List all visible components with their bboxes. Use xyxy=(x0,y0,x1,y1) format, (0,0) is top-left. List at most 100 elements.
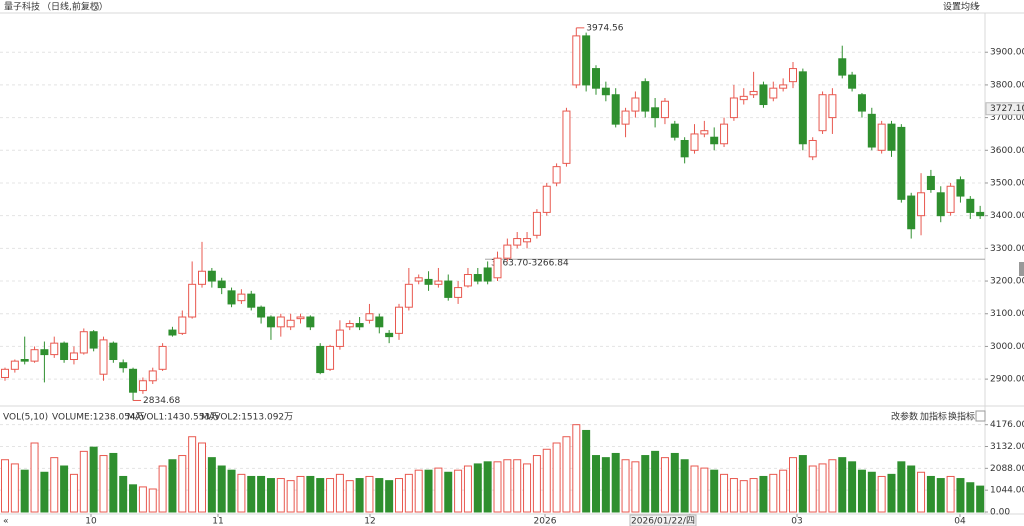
volume-bar xyxy=(562,436,571,513)
chart-subtitle: （日线,前复权） xyxy=(42,1,108,13)
candle-body xyxy=(168,329,177,336)
volume-bar xyxy=(503,459,512,513)
volume-bar xyxy=(424,469,433,513)
mavol1-label: MAVOL1:1430.553万 xyxy=(127,413,219,423)
volume-bar xyxy=(749,478,758,513)
candle-body xyxy=(10,360,19,370)
volume-bar xyxy=(20,469,29,513)
candle-body xyxy=(562,110,571,164)
volume-bar xyxy=(966,482,975,513)
volume-bar xyxy=(434,467,443,513)
volume-bar xyxy=(946,475,955,513)
volume-bar xyxy=(828,459,837,513)
volume-bar xyxy=(907,465,916,513)
volume-bar xyxy=(129,484,138,513)
candle-body xyxy=(700,130,709,135)
volume-bar xyxy=(385,480,394,513)
candle-body xyxy=(198,270,206,285)
candle-body xyxy=(404,283,413,308)
close-panel-button[interactable] xyxy=(975,410,986,422)
candle-body xyxy=(296,316,305,320)
volume-bar xyxy=(572,424,581,513)
candle-body xyxy=(808,139,817,158)
candle-body xyxy=(651,107,660,119)
volume-bar xyxy=(601,457,610,513)
volume-bar xyxy=(621,459,630,513)
volume-bar xyxy=(473,463,482,513)
candle-body xyxy=(207,270,216,282)
scroll-handle[interactable] xyxy=(1019,262,1024,276)
low-label: 2834.68 xyxy=(143,396,180,406)
candle-body xyxy=(572,35,581,86)
current-price-label: 3727.10 xyxy=(990,104,1024,114)
volume-bar xyxy=(611,452,620,513)
candle-body xyxy=(247,293,256,308)
settings-button[interactable]: 设置均线 xyxy=(943,1,979,13)
x-tick-label: 04 xyxy=(954,517,966,526)
chart-title: 量子科技 xyxy=(4,1,40,13)
volume-bar xyxy=(956,478,965,513)
volume-bar xyxy=(887,473,896,513)
x-tick-label: 11 xyxy=(212,517,223,526)
volume-bar xyxy=(857,469,866,513)
volume-bar xyxy=(148,488,157,513)
settings-icon[interactable] xyxy=(91,3,99,11)
candle-body xyxy=(483,267,492,282)
volume-bar xyxy=(798,455,807,513)
volume-bar xyxy=(592,455,600,513)
volume-bar xyxy=(789,457,797,513)
candle-body xyxy=(867,113,876,148)
volume-bar xyxy=(483,461,492,513)
param-button[interactable]: 改参数 xyxy=(891,411,918,423)
candle-body xyxy=(907,195,916,230)
volume-bar xyxy=(119,475,128,513)
dropdown-arrow[interactable] xyxy=(975,5,980,8)
cursor-date-box xyxy=(629,514,697,526)
y-tick-label: 3500.00 xyxy=(990,178,1024,188)
candle-body xyxy=(227,290,236,305)
volume-bar xyxy=(316,478,325,513)
volume-bar xyxy=(542,448,551,513)
volume-bar xyxy=(365,475,374,513)
candle-body xyxy=(473,274,482,282)
volume-bar xyxy=(552,442,561,513)
candle-body xyxy=(897,126,906,200)
current-price-box xyxy=(985,102,1024,116)
x-tick-label: 10 xyxy=(85,517,97,526)
candle-body xyxy=(582,35,591,86)
x-tick-label: 12 xyxy=(364,517,375,526)
switch-indicator-button[interactable]: 换指标 xyxy=(948,411,975,423)
volume-bar xyxy=(198,442,206,513)
candle-body xyxy=(818,94,827,132)
candle-body xyxy=(109,342,118,361)
volume-bar xyxy=(10,463,19,513)
candle-body xyxy=(877,123,886,151)
y-tick-label: 3700.00 xyxy=(990,113,1024,123)
reference-label: 3263.70-3266.84 xyxy=(491,259,569,269)
candle-body xyxy=(710,136,719,145)
volume-bar xyxy=(651,450,660,513)
volume-bar xyxy=(670,452,679,513)
add-indicator-button[interactable]: 加指标 xyxy=(920,411,947,423)
candle-body xyxy=(966,198,975,213)
volume-bar xyxy=(50,457,59,513)
volume-bar xyxy=(138,486,147,513)
volume-bar xyxy=(838,457,847,513)
candle-body xyxy=(601,87,610,96)
candle-body xyxy=(493,257,502,279)
scroll-left[interactable]: « xyxy=(3,517,9,526)
candle-body xyxy=(286,319,295,328)
volume-bar xyxy=(739,480,748,513)
volume-bar xyxy=(237,473,246,513)
volume-bar xyxy=(897,461,906,513)
volume-bar xyxy=(680,459,689,513)
volume-bar xyxy=(178,455,187,513)
volume-bar xyxy=(79,450,88,513)
candle-body xyxy=(759,84,768,106)
volume-bar xyxy=(769,473,778,513)
candle-body xyxy=(266,316,275,328)
y-tick-label: 3800.00 xyxy=(990,80,1024,90)
y-tick-label: 3600.00 xyxy=(990,146,1024,156)
y-tick-label: 4176.00 xyxy=(990,420,1024,430)
candle-body xyxy=(611,94,620,125)
